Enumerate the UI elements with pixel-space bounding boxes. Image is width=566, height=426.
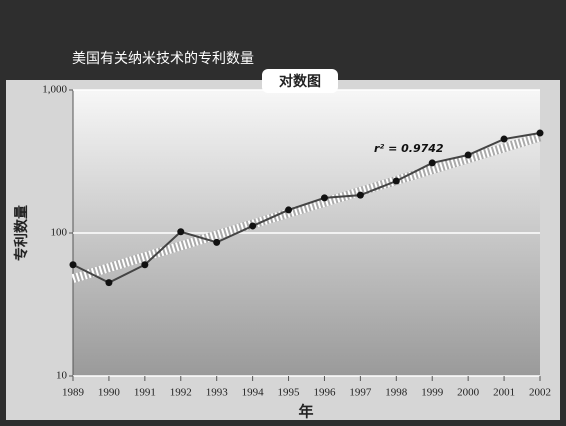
data-point bbox=[464, 151, 472, 159]
data-point bbox=[69, 261, 77, 269]
data-point bbox=[392, 177, 400, 185]
data-point bbox=[285, 206, 293, 214]
data-point bbox=[213, 238, 221, 246]
data-point bbox=[500, 135, 508, 143]
x-tick-label: 1992 bbox=[170, 387, 192, 399]
data-point bbox=[320, 194, 328, 202]
y-tick-label: 1,000 bbox=[42, 84, 67, 96]
x-tick-label: 1998 bbox=[385, 387, 408, 399]
data-point bbox=[177, 228, 185, 236]
y-tick-label: 100 bbox=[51, 227, 68, 239]
trendline-stripes bbox=[71, 132, 542, 283]
x-tick-label: 1999 bbox=[421, 387, 444, 399]
y-tick-label: 10 bbox=[56, 370, 68, 382]
x-tick-label: 1990 bbox=[98, 387, 121, 399]
x-tick-label: 1997 bbox=[349, 387, 372, 399]
chart-title: 美国有关纳米技术的专利数量 bbox=[72, 51, 254, 67]
x-tick-label: 2002 bbox=[529, 387, 551, 399]
r-squared: r² = 0.9742 bbox=[374, 142, 444, 155]
subtitle: 对数图 bbox=[279, 73, 321, 90]
x-tick-label: 1993 bbox=[206, 387, 229, 399]
x-tick-label: 1996 bbox=[313, 387, 336, 399]
data-point bbox=[249, 222, 257, 230]
x-tick-label: 1995 bbox=[278, 387, 301, 399]
x-tick-label: 2000 bbox=[457, 387, 480, 399]
y-axis-label: 专利数量 bbox=[13, 205, 30, 261]
x-tick-label: 1989 bbox=[62, 387, 85, 399]
x-tick-label: 1991 bbox=[134, 387, 156, 399]
subtitle-box bbox=[262, 69, 338, 93]
data-point bbox=[356, 191, 364, 199]
x-axis-label: 年 bbox=[298, 403, 313, 421]
data-point bbox=[105, 279, 113, 287]
x-tick-label: 2001 bbox=[493, 387, 515, 399]
data-point bbox=[141, 261, 149, 269]
data-point bbox=[536, 129, 544, 137]
data-point bbox=[428, 159, 436, 167]
x-tick-label: 1994 bbox=[242, 387, 265, 399]
data-line bbox=[72, 132, 541, 284]
